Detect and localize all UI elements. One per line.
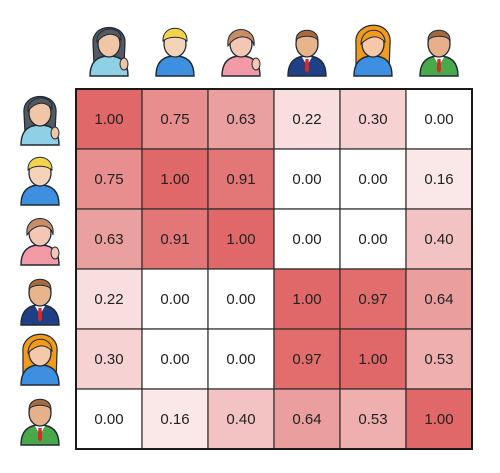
cell-value-label: 0.00 (160, 351, 189, 368)
heatmap-cell (75, 208, 143, 270)
heatmap-cell (405, 388, 473, 450)
cell-value-label: 0.16 (160, 411, 189, 428)
woman-orange-hair-icon (20, 333, 60, 386)
cell-value-label: 0.00 (292, 231, 321, 248)
cell-value-label: 1.00 (358, 351, 387, 368)
heatmap-cell (405, 208, 473, 270)
cell-value-label: 0.00 (94, 411, 123, 428)
cell-value-label: 0.22 (292, 111, 321, 128)
heatmap-cell (207, 208, 275, 270)
cell-value-label: 0.16 (424, 171, 453, 188)
cell-value-label: 0.53 (424, 351, 453, 368)
heatmap-cell (273, 388, 341, 450)
cell-value-label: 0.00 (424, 111, 453, 128)
heatmap-cell (141, 148, 209, 210)
heatmap-cell (207, 328, 275, 390)
row-header-avatars (20, 96, 60, 446)
heatmap-cell (75, 88, 143, 150)
heatmap-cell (273, 88, 341, 150)
column-header-avatars (89, 24, 459, 77)
heatmap-cell (207, 388, 275, 450)
man-green-suit-icon (419, 29, 459, 77)
heatmap-cell (207, 88, 275, 150)
heatmap-cells (75, 88, 473, 450)
heatmap-cell (141, 388, 209, 450)
boy-blond-hair-icon (155, 27, 195, 77)
woman-dark-hair-waving-icon (89, 27, 129, 77)
cell-value-label: 0.40 (424, 231, 453, 248)
cell-value-label: 0.00 (160, 291, 189, 308)
man-green-suit-icon (20, 398, 60, 446)
heatmap-cell (75, 148, 143, 210)
heatmap-cell (141, 208, 209, 270)
cell-value-label: 0.63 (94, 231, 123, 248)
heatmap-cell (207, 268, 275, 330)
grid-border (75, 88, 473, 450)
girl-brown-hair-waving-icon (221, 29, 261, 77)
cell-value-label: 0.00 (226, 351, 255, 368)
cell-value-label: 0.75 (160, 111, 189, 128)
heatmap-value-labels: 1.00 0.75 0.63 0.22 0.30 0.00 0.75 1.00 0.91 0.00… (94, 111, 453, 428)
heatmap-cell (273, 268, 341, 330)
cell-value-label: 0.91 (226, 171, 255, 188)
cell-value-label: 0.00 (226, 291, 255, 308)
cell-value-label: 0.64 (292, 411, 321, 428)
cell-value-label: 1.00 (94, 111, 123, 128)
cell-value-label: 0.97 (292, 351, 321, 368)
cell-value-label: 0.91 (160, 231, 189, 248)
cell-value-label: 0.30 (358, 111, 387, 128)
heatmap-cell (405, 148, 473, 210)
girl-brown-hair-waving-icon (20, 218, 60, 266)
businessman-navy-suit-icon (287, 29, 327, 77)
cell-value-label: 0.75 (94, 171, 123, 188)
cell-value-label: 0.30 (94, 351, 123, 368)
cell-value-label: 0.64 (424, 291, 453, 308)
heatmap-cell (405, 268, 473, 330)
cell-value-label: 0.40 (226, 411, 255, 428)
cell-value-label: 0.00 (292, 171, 321, 188)
cell-value-label: 0.63 (226, 111, 255, 128)
cell-value-label: 1.00 (424, 411, 453, 428)
businessman-navy-suit-icon (20, 278, 60, 326)
heatmap-cell (75, 268, 143, 330)
boy-blond-hair-icon (20, 156, 60, 206)
heatmap-cell (273, 148, 341, 210)
cell-value-label: 1.00 (160, 171, 189, 188)
cell-value-label: 0.00 (358, 231, 387, 248)
cell-value-label: 0.00 (358, 171, 387, 188)
cell-value-label: 0.97 (358, 291, 387, 308)
woman-dark-hair-waving-icon (20, 96, 60, 146)
heatmap-cell (207, 148, 275, 210)
cell-value-label: 0.22 (94, 291, 123, 308)
cell-value-label: 0.53 (358, 411, 387, 428)
cell-value-label: 1.00 (226, 231, 255, 248)
woman-orange-hair-icon (353, 24, 393, 77)
heatmap-cell (405, 88, 473, 150)
cell-value-label: 1.00 (292, 291, 321, 308)
heatmap-cell (339, 268, 407, 330)
